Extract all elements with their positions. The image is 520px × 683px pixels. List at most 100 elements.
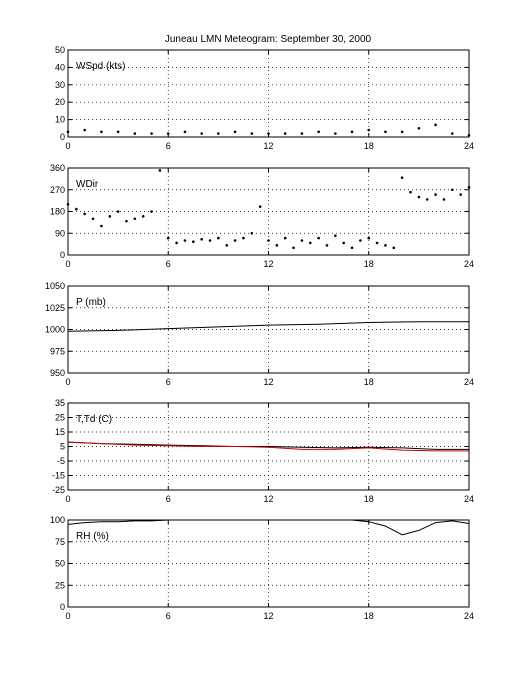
x-tick-label: 12: [263, 141, 273, 151]
x-tick-label: 6: [166, 259, 171, 269]
data-point: [300, 132, 304, 135]
data-point: [434, 193, 437, 196]
data-point: [350, 130, 354, 134]
y-tick-label: 1025: [45, 303, 65, 313]
y-tick-label: 0: [60, 602, 65, 612]
data-point: [208, 239, 212, 242]
y-tick-label: -15: [52, 471, 65, 481]
data-point: [83, 128, 87, 132]
data-point: [317, 130, 320, 134]
data-point: [258, 205, 262, 208]
x-tick-label: 0: [65, 141, 70, 151]
data-point: [217, 236, 220, 240]
y-tick-label: -5: [57, 456, 65, 466]
data-point: [334, 234, 337, 237]
data-point: [233, 130, 237, 134]
y-tick-label: 1050: [45, 281, 65, 291]
y-tick-label: 100: [50, 515, 65, 525]
data-point: [375, 241, 379, 245]
data-point: [367, 236, 371, 240]
y-tick-label: -25: [52, 485, 65, 495]
y-tick-label: 90: [55, 228, 65, 238]
y-tick-label: 950: [50, 368, 65, 378]
data-point: [400, 176, 404, 179]
panel-label: T,Td (C): [76, 414, 112, 425]
data-point: [91, 217, 95, 221]
panel-wdir: 0 90 180 270 360 0 6 12 18 24 WDir: [50, 163, 474, 269]
data-point: [417, 127, 421, 130]
panel-label: WDir: [76, 179, 99, 190]
x-tick-label: 24: [464, 377, 474, 387]
x-tick-label: 24: [464, 141, 474, 151]
y-tick-label: 20: [55, 97, 65, 107]
data-point: [133, 217, 137, 221]
x-tick-label: 12: [263, 494, 273, 504]
data-point: [384, 244, 387, 247]
figure-title: Juneau LMN Meteogram: September 30, 2000: [165, 34, 372, 45]
y-tick-label: 35: [55, 398, 65, 408]
data-point: [233, 239, 237, 242]
data-point: [100, 224, 103, 228]
data-point: [409, 190, 412, 194]
y-tick-label: 25: [55, 413, 65, 423]
data-point: [425, 198, 429, 201]
data-point: [158, 169, 162, 172]
data-point: [166, 236, 170, 240]
y-tick-label: 15: [55, 427, 65, 437]
data-point: [242, 236, 245, 240]
wdir-series-1: [66, 169, 471, 250]
y-tick-label: 30: [55, 80, 65, 90]
y-tick-label: 75: [55, 537, 65, 547]
x-tick-label: 18: [364, 377, 374, 387]
data-point: [116, 130, 120, 134]
data-point: [175, 241, 178, 245]
data-point: [367, 128, 371, 132]
data-point: [325, 244, 329, 247]
data-point: [200, 237, 203, 241]
data-point: [100, 130, 103, 134]
x-tick-label: 0: [65, 611, 70, 621]
data-point: [450, 188, 454, 192]
y-tick-label: 25: [55, 580, 65, 590]
x-tick-label: 6: [166, 611, 171, 621]
data-point: [350, 246, 354, 250]
data-point: [225, 244, 229, 247]
data-point: [217, 132, 220, 135]
data-point: [359, 239, 362, 242]
data-point: [150, 132, 153, 135]
data-point: [283, 132, 287, 135]
panel-label: P (mb): [76, 297, 106, 308]
temp-dewpoint-series-1-line: [67, 441, 469, 450]
data-point: [300, 239, 304, 242]
panel-temp-dewpoint: -25 -15 -5 5 15 25 35 0 6 12 18 24 T,Td (C): [52, 398, 474, 504]
x-tick-label: 24: [464, 259, 474, 269]
data-point: [400, 130, 404, 134]
y-tick-label: 40: [55, 62, 65, 72]
data-point: [442, 198, 446, 201]
data-point: [283, 236, 287, 240]
data-point: [141, 215, 145, 218]
y-tick-label: 10: [55, 115, 65, 125]
data-point: [75, 207, 78, 211]
data-point: [125, 219, 128, 223]
data-point: [392, 246, 396, 250]
data-point: [250, 231, 254, 235]
data-point: [334, 132, 337, 135]
x-tick-label: 12: [263, 259, 273, 269]
data-point: [133, 132, 137, 135]
panel-wspd: 0 10 20 30 40 50 0 6 12 18 24 WSpd (kts): [55, 45, 474, 151]
x-tick-label: 18: [364, 494, 374, 504]
x-tick-label: 12: [263, 377, 273, 387]
x-tick-label: 6: [166, 377, 171, 387]
y-tick-label: 0: [60, 132, 65, 142]
x-tick-label: 12: [263, 611, 273, 621]
x-tick-label: 6: [166, 494, 171, 504]
data-point: [108, 215, 112, 218]
data-point: [275, 244, 279, 247]
x-tick-label: 18: [364, 141, 374, 151]
x-tick-label: 18: [364, 259, 374, 269]
data-point: [434, 123, 437, 127]
x-tick-label: 24: [464, 611, 474, 621]
